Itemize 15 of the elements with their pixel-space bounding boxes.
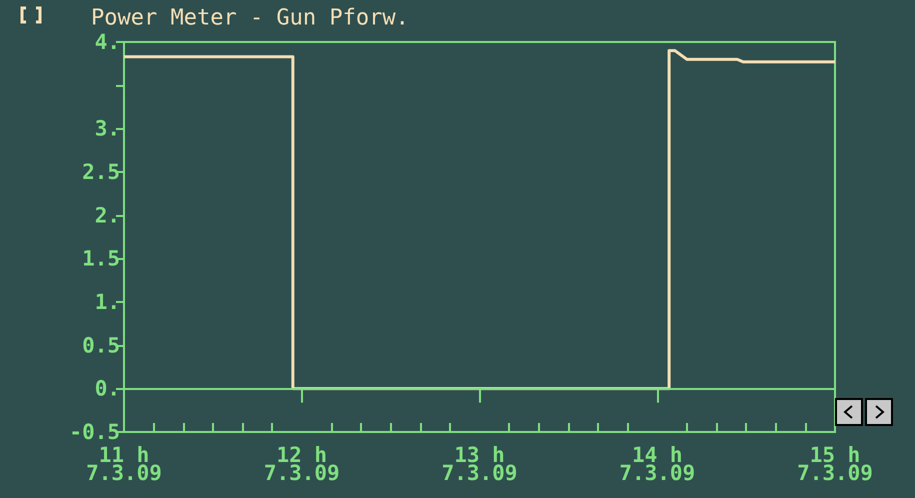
y-tick-label: 3. <box>94 116 120 141</box>
y-tick-label: 2. <box>94 203 120 228</box>
y-tick-label: 2.5 <box>82 160 120 184</box>
chart-title: Power Meter - Gun Pforw. <box>91 6 409 30</box>
x-tick-label: 14 h 7.3.09 <box>619 443 696 485</box>
x-tick-label: 13 h 7.3.09 <box>442 443 518 485</box>
y-tick-label: 1.5 <box>82 246 120 271</box>
y-tick-label: 0. <box>94 376 120 401</box>
x-tick-label: 12 h 7.3.09 <box>264 443 340 485</box>
y-tick-label: 0.5 <box>82 333 120 358</box>
y-tick-label: 4. <box>94 30 120 54</box>
x-tick-label: 15 h 7.3.09 <box>797 443 873 485</box>
y-tick-label: -0.5 <box>69 420 120 444</box>
x-tick-label: 11 h 7.3.09 <box>86 443 162 485</box>
y-tick-label: 1. <box>94 290 120 314</box>
